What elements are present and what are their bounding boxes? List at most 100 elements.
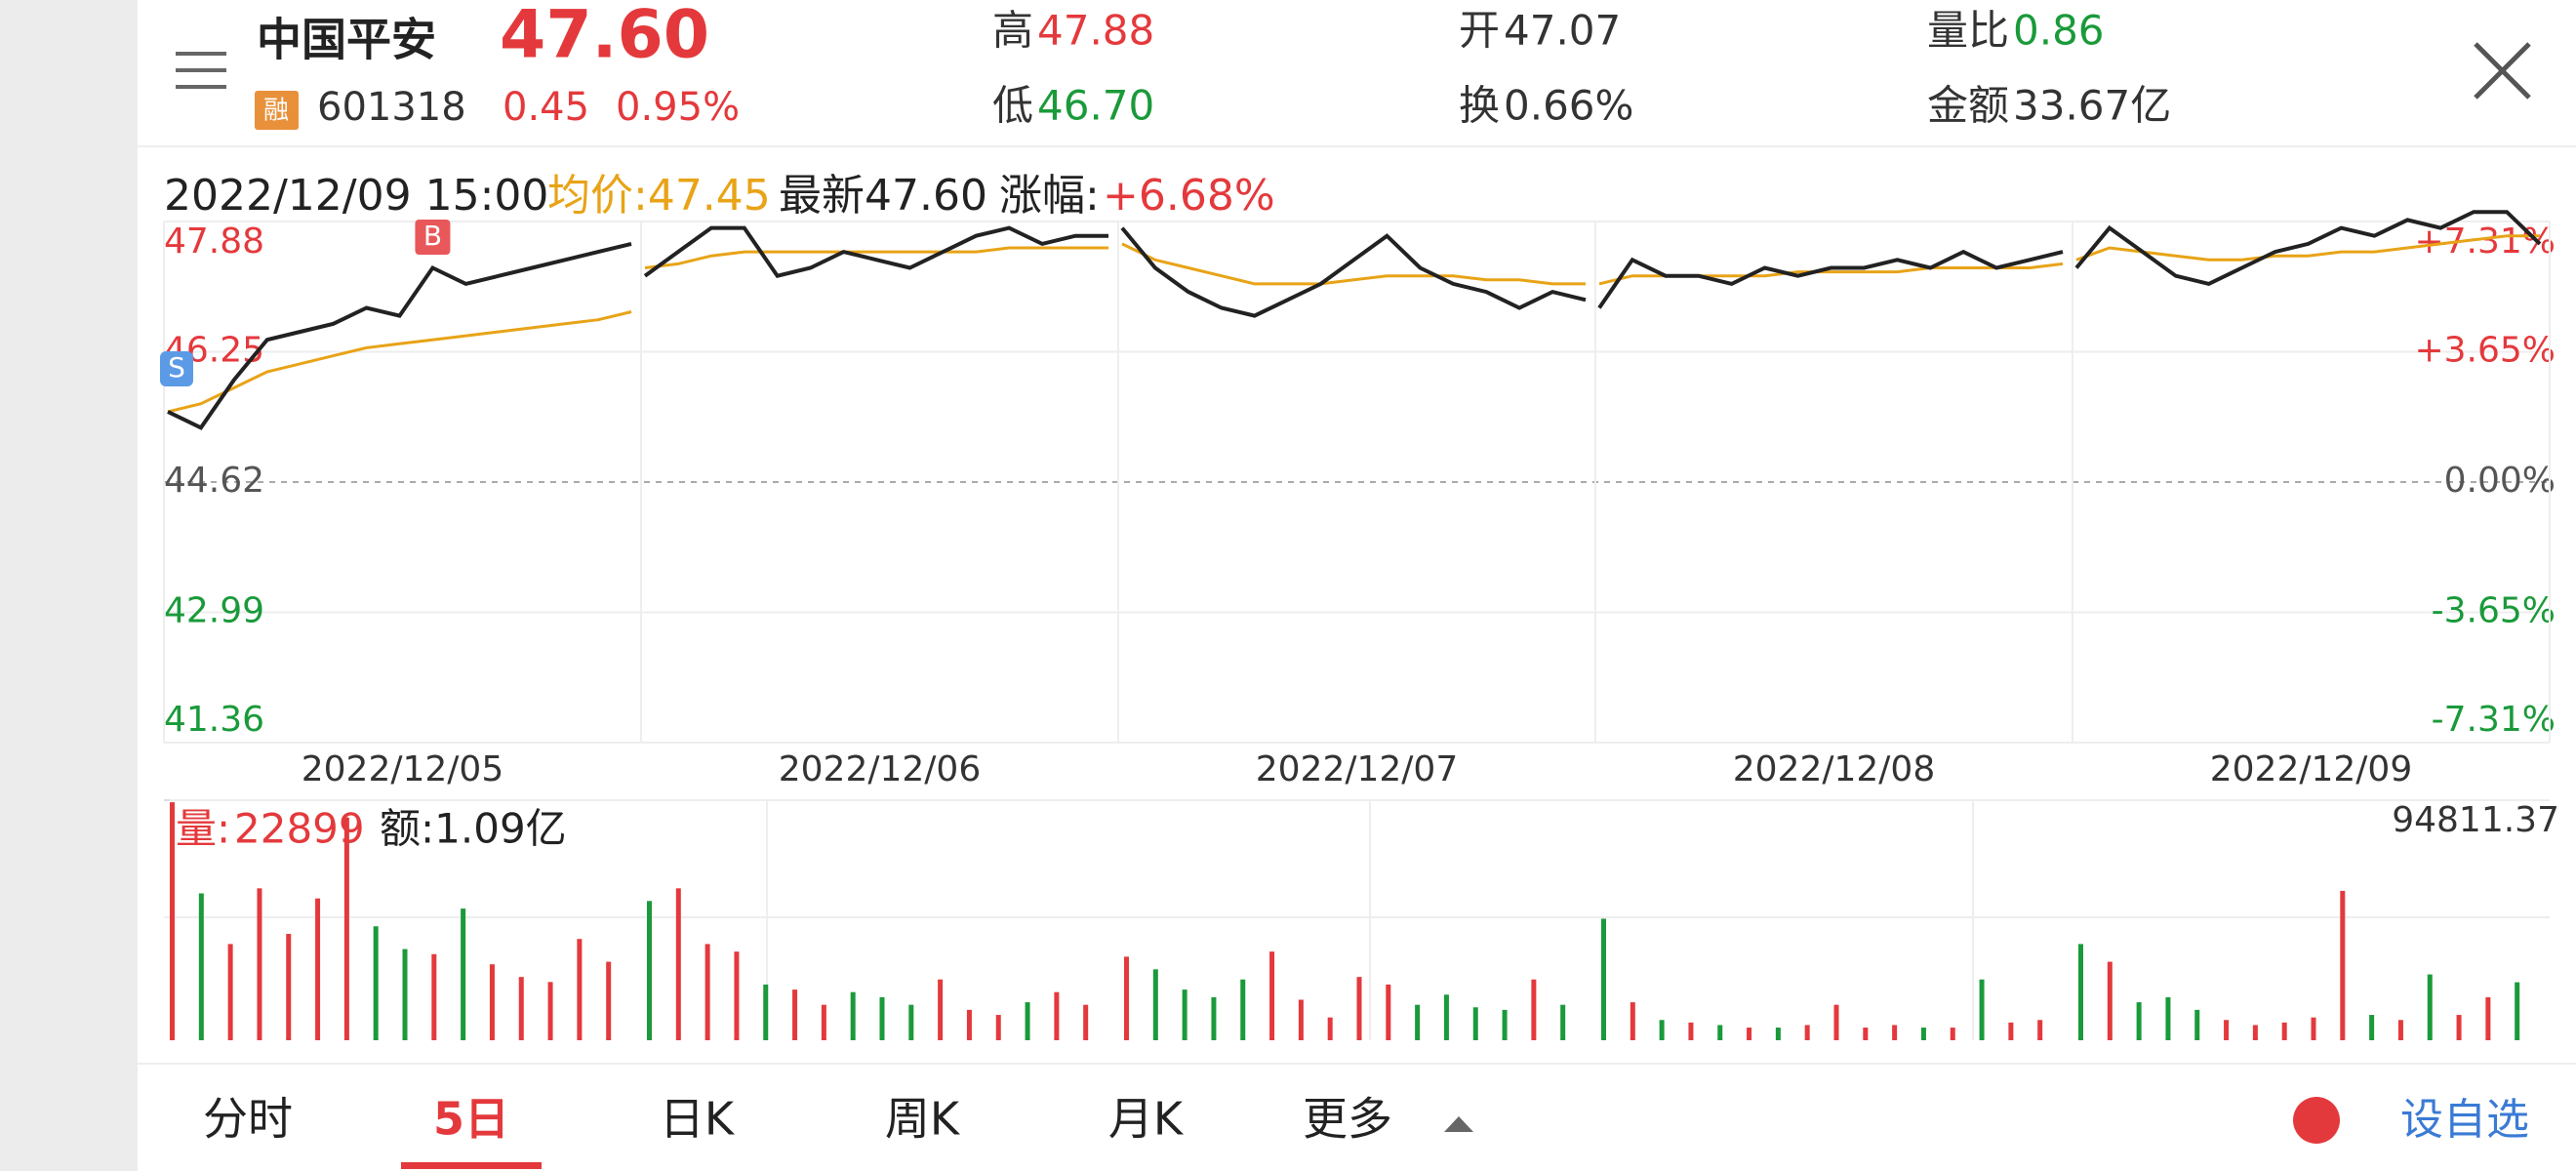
price-line: [167, 241, 632, 430]
price-line: [643, 225, 1108, 278]
y-tick-label: 41.36: [164, 700, 264, 740]
volume-bar: [606, 961, 612, 1040]
volume-bar: [2136, 1002, 2142, 1040]
volume-bar: [966, 1009, 972, 1040]
record-dot[interactable]: [2293, 1097, 2340, 1144]
rise-label: 涨幅:: [999, 171, 1100, 221]
avg-line: [167, 310, 632, 414]
volume-bar: [1182, 989, 1187, 1040]
volume-bar: [1659, 1020, 1665, 1040]
volume-bar: [170, 802, 175, 1040]
tab[interactable]: 日K: [660, 1093, 736, 1146]
stat-label: 换: [1459, 82, 1500, 130]
price-line: [1597, 249, 2064, 309]
volume-bar: [2224, 1020, 2230, 1040]
watch-button[interactable]: 设自选: [2400, 1095, 2529, 1145]
stat-label: 开: [1459, 7, 1500, 55]
volume-bar: [373, 926, 379, 1040]
volume-bar: [1415, 1004, 1421, 1040]
volume-bar: [2165, 996, 2171, 1040]
volume-bar: [1025, 1002, 1030, 1040]
volume-bar: [1892, 1025, 1898, 1040]
volume-bar: [518, 977, 524, 1040]
volume-bar: [2515, 982, 2520, 1040]
volume-bar: [315, 898, 321, 1040]
stat-value: 47.07: [1504, 7, 1621, 55]
volume-bar: [1211, 996, 1217, 1040]
volume-bar: [1717, 1025, 1723, 1040]
latest: 最新47.60: [779, 171, 987, 221]
stock-name: 中国平安: [257, 14, 436, 66]
volume-bar: [1152, 969, 1158, 1040]
volume-bar: [879, 996, 885, 1040]
y2-tick-label: 0.00%: [2444, 461, 2556, 501]
volume-bar: [938, 979, 944, 1040]
y2-tick-label: -7.31%: [2432, 700, 2556, 740]
stat-value: 0.66%: [1504, 82, 1633, 130]
volume-bar: [1327, 1017, 1333, 1040]
volume-bar: [489, 964, 495, 1040]
stat-value: 33.67亿: [2013, 82, 2171, 130]
volume-bar: [1804, 1025, 1810, 1040]
tab[interactable]: 5日: [433, 1093, 509, 1146]
tab[interactable]: 月K: [1108, 1093, 1185, 1146]
volume-bar: [2311, 1017, 2316, 1040]
volume-bar: [1240, 979, 1246, 1040]
change: 0.45: [503, 85, 589, 130]
stat-label: 量比: [1927, 7, 2009, 55]
tab[interactable]: 周K: [885, 1093, 961, 1146]
volume-bar: [227, 944, 233, 1040]
volume-bar: [402, 949, 408, 1040]
stock-code: 601318: [317, 85, 466, 130]
date-label: 2022/12/05: [302, 749, 504, 789]
menu-icon[interactable]: [176, 52, 226, 89]
date-label: 2022/12/06: [779, 749, 982, 789]
volume-bar: [734, 951, 740, 1040]
volume-bar: [1502, 1009, 1508, 1040]
tab[interactable]: 更多: [1303, 1093, 1392, 1146]
volume-bar: [995, 1015, 1001, 1040]
avg-line: [1121, 242, 1586, 286]
volume-max: 94811.37: [2392, 800, 2559, 840]
stat-label: 金额: [1927, 82, 2009, 130]
volume-bar: [1833, 1004, 1839, 1040]
volume-bar: [2397, 1020, 2403, 1040]
time: 2022/12/09 15:00: [164, 171, 548, 221]
date-label: 2022/12/09: [2210, 749, 2413, 789]
volume-bar: [908, 1004, 914, 1040]
volume-bar: [257, 888, 262, 1040]
more-arrow[interactable]: [1444, 1116, 1473, 1132]
volume-bar: [2340, 890, 2346, 1040]
volume-label: 量:: [176, 805, 230, 853]
volume-bar: [675, 888, 681, 1040]
volume-bar: [1601, 918, 1606, 1040]
volume-bar: [1863, 1028, 1869, 1040]
volume-bar: [1560, 1004, 1566, 1040]
volume-bar: [577, 939, 583, 1040]
close-button[interactable]: [2474, 42, 2531, 100]
volume-bar: [1950, 1028, 1955, 1040]
tab-underline: [401, 1162, 542, 1169]
stat-value: 47.88: [1037, 7, 1154, 55]
volume-bar: [647, 901, 652, 1040]
stock-price: 47.60: [500, 0, 709, 74]
volume-bar: [1443, 994, 1449, 1040]
buy-marker: [415, 220, 451, 255]
volume-bar: [2281, 1022, 2287, 1040]
y2-tick-label: -3.65%: [2432, 591, 2556, 631]
tab[interactable]: 分时: [203, 1093, 293, 1146]
volume-bar: [1688, 1022, 1694, 1040]
volume-bar: [1630, 1002, 1635, 1040]
volume-bar: [2037, 1020, 2043, 1040]
sell-marker: [160, 351, 193, 386]
y-tick-label: 42.99: [164, 591, 264, 631]
price-line: [2074, 210, 2542, 287]
volume-bar: [1298, 999, 1304, 1040]
buy-label: B: [423, 220, 442, 252]
stat-value: 46.70: [1037, 82, 1154, 130]
volume-bar: [1386, 984, 1391, 1040]
y2-tick-label: +3.65%: [2414, 331, 2556, 371]
volume-bar: [1531, 979, 1537, 1040]
volume-bar: [1083, 1004, 1089, 1040]
